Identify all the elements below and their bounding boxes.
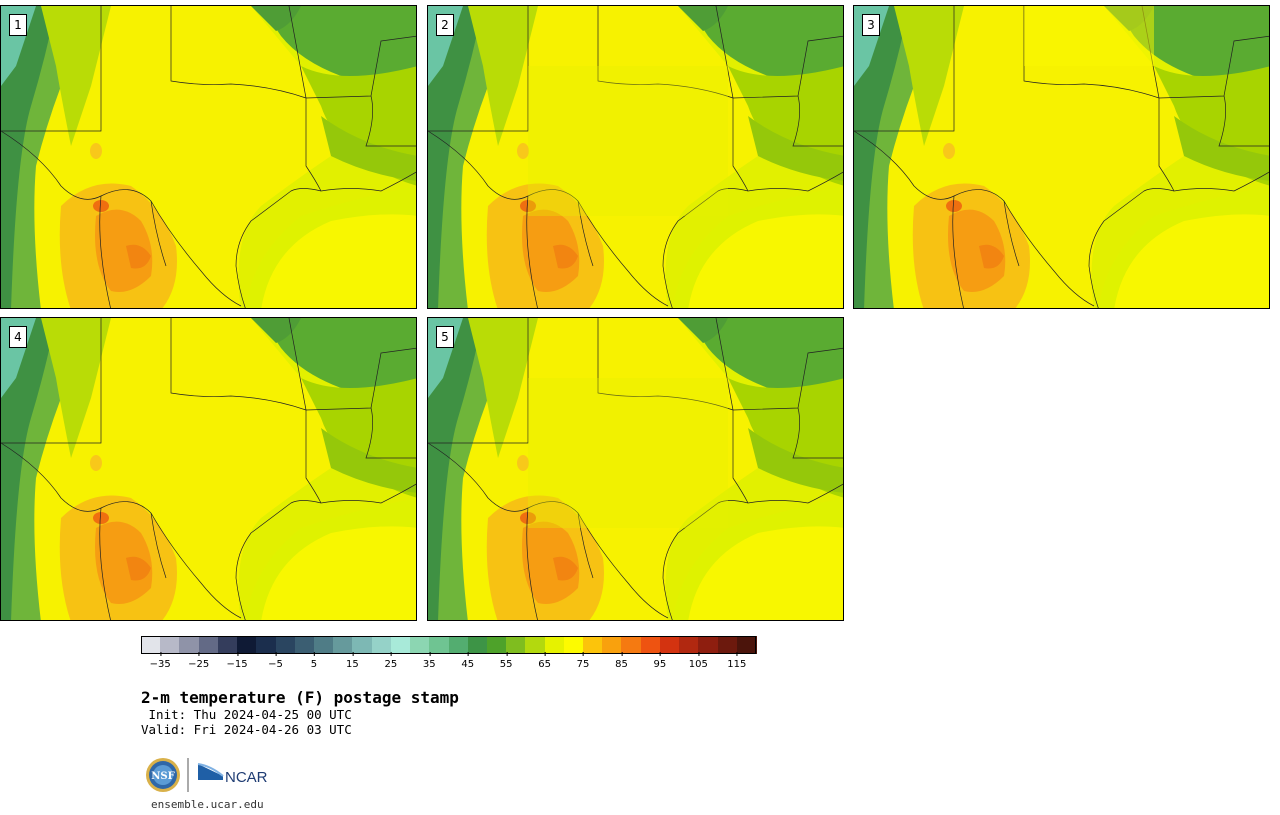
colorbar-bin xyxy=(352,636,373,654)
colorbar-tick-label: 65 xyxy=(538,652,551,670)
member-label-2: 2 xyxy=(436,14,454,36)
temperature-map-1 xyxy=(1,6,416,308)
colorbar-tick-label: −15 xyxy=(227,652,248,670)
colorbar-bin xyxy=(217,636,238,654)
colorbar xyxy=(141,636,757,654)
ncar-logo-icon: NCAR xyxy=(197,763,268,786)
colorbar-tick-label: 25 xyxy=(384,652,397,670)
colorbar-bin xyxy=(486,636,507,654)
member-label-1: 1 xyxy=(9,14,27,36)
colorbar-bin xyxy=(294,636,315,654)
member-label-3: 3 xyxy=(862,14,880,36)
temperature-map-5 xyxy=(428,318,843,620)
ncar-logo-text: NCAR xyxy=(225,769,268,786)
member-panel-2: 2 xyxy=(427,5,844,309)
temperature-map-3 xyxy=(854,6,1269,308)
valid-time: Valid: Fri 2024-04-26 03 UTC xyxy=(141,722,352,737)
colorbar-tick-label: −25 xyxy=(188,652,209,670)
colorbar-bin xyxy=(467,636,488,654)
colorbar-tick-label: −5 xyxy=(268,652,283,670)
colorbar-tick-label: 75 xyxy=(577,652,589,670)
nsf-logo-text: NSF xyxy=(151,771,174,782)
colorbar-bin xyxy=(698,636,719,654)
member-panel-4: 4 xyxy=(0,317,417,621)
colorbar-bin xyxy=(659,636,680,654)
member-panel-5: 5 xyxy=(427,317,844,621)
colorbar-bin xyxy=(583,636,603,654)
colorbar-bin xyxy=(313,636,334,654)
temperature-map-4 xyxy=(1,318,416,620)
colorbar-bin xyxy=(621,636,642,654)
temperature-map-2 xyxy=(428,6,843,308)
product-title: 2-m temperature (F) postage stamp xyxy=(141,688,459,707)
colorbar-bin xyxy=(256,636,277,654)
colorbar-tick-label: 45 xyxy=(461,652,474,670)
colorbar-tick-label: 105 xyxy=(689,652,708,670)
colorbar-bin xyxy=(390,636,411,654)
colorbar-tick-label: −35 xyxy=(150,652,171,670)
colorbar-bin xyxy=(640,636,661,654)
colorbar-tick-label: 85 xyxy=(615,652,628,670)
colorbar-bin xyxy=(371,636,392,654)
colorbar-bin xyxy=(333,636,353,654)
colorbar-bin xyxy=(525,636,546,654)
colorbar-bin xyxy=(410,636,430,654)
colorbar-bin xyxy=(736,636,757,654)
colorbar-tick-label: 115 xyxy=(727,652,746,670)
colorbar-bin xyxy=(160,636,180,654)
colorbar-bin xyxy=(506,636,526,654)
colorbar-tick-label: 15 xyxy=(346,652,359,670)
website-url[interactable]: ensemble.ucar.edu xyxy=(151,798,264,811)
colorbar-bin xyxy=(237,636,257,654)
colorbar-bin xyxy=(602,636,622,654)
colorbar-ticks: −35 −25 −15 −5 5 15 25 35 45 55 65 75 85 95 105 115 xyxy=(141,652,756,674)
init-time: Init: Thu 2024-04-25 00 UTC xyxy=(141,707,352,722)
colorbar-tick-label: 5 xyxy=(311,652,317,670)
logos: NSF NCAR xyxy=(145,756,275,794)
member-panel-3: 3 xyxy=(853,5,1270,309)
colorbar-bin xyxy=(141,636,161,654)
colorbar-tick-label: 95 xyxy=(654,652,666,670)
colorbar-bin xyxy=(179,636,200,654)
nsf-logo-icon: NSF xyxy=(146,758,180,792)
colorbar-tick-label: 35 xyxy=(423,652,436,670)
colorbar-bin xyxy=(563,636,584,654)
colorbar-tick-label: 55 xyxy=(500,652,513,670)
member-panel-1: 1 xyxy=(0,5,417,309)
member-label-5: 5 xyxy=(436,326,454,348)
member-label-4: 4 xyxy=(9,326,27,348)
colorbar-bin xyxy=(429,636,449,654)
colorbar-bin xyxy=(448,636,469,654)
colorbar-bin xyxy=(198,636,219,654)
colorbar-bin xyxy=(679,636,699,654)
colorbar-bin xyxy=(544,636,565,654)
colorbar-bin xyxy=(717,636,738,654)
colorbar-bin xyxy=(275,636,296,654)
